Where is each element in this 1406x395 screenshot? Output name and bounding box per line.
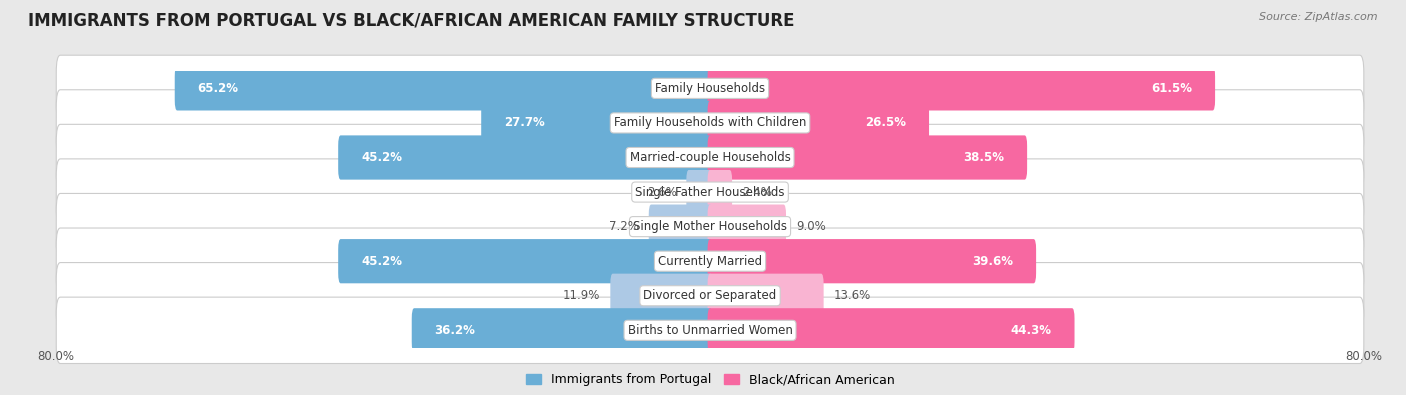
Text: Family Households with Children: Family Households with Children	[614, 117, 806, 130]
Text: Currently Married: Currently Married	[658, 255, 762, 268]
FancyBboxPatch shape	[412, 308, 713, 352]
Text: 9.0%: 9.0%	[796, 220, 825, 233]
Text: 7.2%: 7.2%	[609, 220, 638, 233]
FancyBboxPatch shape	[707, 135, 1028, 180]
Text: 11.9%: 11.9%	[564, 289, 600, 302]
Text: 27.7%: 27.7%	[505, 117, 546, 130]
Text: 65.2%: 65.2%	[198, 82, 239, 95]
Text: 36.2%: 36.2%	[434, 324, 475, 337]
Text: Births to Unmarried Women: Births to Unmarried Women	[627, 324, 793, 337]
FancyBboxPatch shape	[707, 239, 1036, 283]
Text: 61.5%: 61.5%	[1152, 82, 1192, 95]
FancyBboxPatch shape	[707, 66, 1215, 111]
Text: Single Father Households: Single Father Households	[636, 186, 785, 199]
Text: 44.3%: 44.3%	[1011, 324, 1052, 337]
FancyBboxPatch shape	[648, 205, 713, 249]
FancyBboxPatch shape	[56, 228, 1364, 294]
Text: IMMIGRANTS FROM PORTUGAL VS BLACK/AFRICAN AMERICAN FAMILY STRUCTURE: IMMIGRANTS FROM PORTUGAL VS BLACK/AFRICA…	[28, 12, 794, 30]
Text: 2.6%: 2.6%	[647, 186, 676, 199]
Text: Single Mother Households: Single Mother Households	[633, 220, 787, 233]
Text: Family Households: Family Households	[655, 82, 765, 95]
Text: 26.5%: 26.5%	[865, 117, 905, 130]
FancyBboxPatch shape	[707, 170, 733, 214]
FancyBboxPatch shape	[174, 66, 713, 111]
FancyBboxPatch shape	[56, 263, 1364, 329]
FancyBboxPatch shape	[686, 170, 713, 214]
FancyBboxPatch shape	[707, 205, 786, 249]
Text: 45.2%: 45.2%	[361, 255, 402, 268]
Text: 13.6%: 13.6%	[834, 289, 870, 302]
Text: 2.4%: 2.4%	[742, 186, 772, 199]
FancyBboxPatch shape	[339, 135, 713, 180]
Text: 39.6%: 39.6%	[972, 255, 1014, 268]
FancyBboxPatch shape	[56, 194, 1364, 260]
FancyBboxPatch shape	[707, 101, 929, 145]
FancyBboxPatch shape	[56, 90, 1364, 156]
FancyBboxPatch shape	[707, 308, 1074, 352]
FancyBboxPatch shape	[56, 297, 1364, 363]
FancyBboxPatch shape	[610, 274, 713, 318]
FancyBboxPatch shape	[339, 239, 713, 283]
FancyBboxPatch shape	[707, 274, 824, 318]
Text: 38.5%: 38.5%	[963, 151, 1004, 164]
FancyBboxPatch shape	[56, 159, 1364, 225]
Legend: Immigrants from Portugal, Black/African American: Immigrants from Portugal, Black/African …	[520, 368, 900, 391]
FancyBboxPatch shape	[56, 55, 1364, 122]
FancyBboxPatch shape	[481, 101, 713, 145]
Text: Source: ZipAtlas.com: Source: ZipAtlas.com	[1260, 12, 1378, 22]
FancyBboxPatch shape	[56, 124, 1364, 191]
Text: 45.2%: 45.2%	[361, 151, 402, 164]
Text: Married-couple Households: Married-couple Households	[630, 151, 790, 164]
Text: Divorced or Separated: Divorced or Separated	[644, 289, 776, 302]
